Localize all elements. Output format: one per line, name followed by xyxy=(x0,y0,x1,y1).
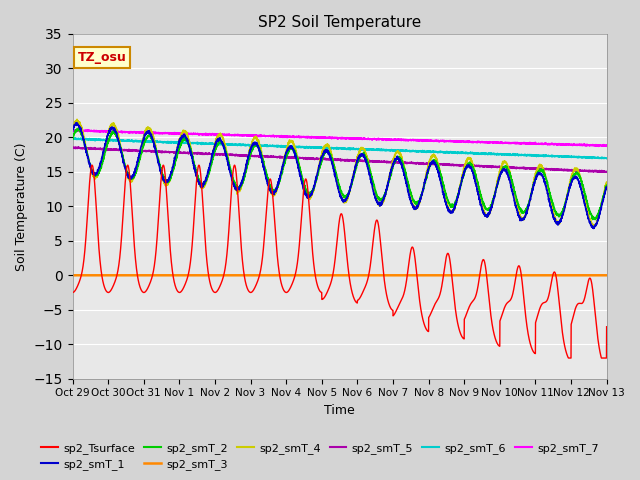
Legend: sp2_Tsurface, sp2_smT_1, sp2_smT_2, sp2_smT_3, sp2_smT_4, sp2_smT_5, sp2_smT_6, : sp2_Tsurface, sp2_smT_1, sp2_smT_2, sp2_… xyxy=(37,438,603,474)
Text: TZ_osu: TZ_osu xyxy=(78,51,127,64)
Title: SP2 Soil Temperature: SP2 Soil Temperature xyxy=(258,15,421,30)
Y-axis label: Soil Temperature (C): Soil Temperature (C) xyxy=(15,142,28,271)
X-axis label: Time: Time xyxy=(324,404,355,417)
